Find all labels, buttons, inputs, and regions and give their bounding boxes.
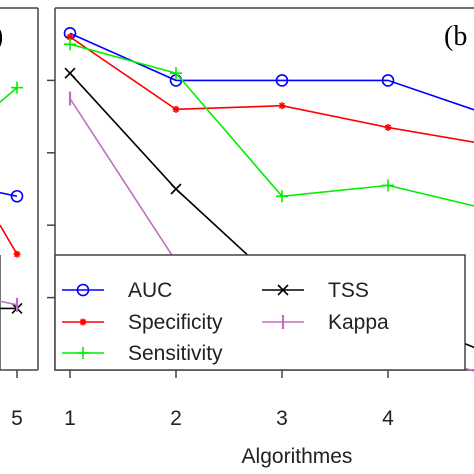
- legend-items: AUC TSS Specificity Kappa Sensitivity: [62, 279, 389, 365]
- panel-a-tag: ): [0, 21, 3, 52]
- panel-b: (b AUC TSS Specificity Kappa Sensitivity 1 2 3…: [47, 7, 474, 468]
- panel-b-tag: (b: [444, 21, 467, 52]
- panel-a-series: [0, 81, 24, 315]
- x-axis-label: Algorithmes: [242, 445, 353, 468]
- panel-a-point-auc: [10, 189, 24, 203]
- legend-item-tss: TSS: [262, 279, 369, 302]
- point-tss-1: [64, 67, 76, 79]
- legend-item-specificity: Specificity: [62, 311, 223, 334]
- point-sensitivity-1: [64, 38, 76, 51]
- point-auc-4: [381, 74, 395, 87]
- point-specificity-4: [384, 123, 392, 131]
- panel-b-y-ticks: [47, 79, 55, 299]
- point-specificity-2: [172, 105, 180, 113]
- point-specificity-1: [66, 33, 74, 41]
- x-tick-label-2: 2: [170, 407, 182, 430]
- legend-label-auc: AUC: [128, 279, 172, 302]
- point-tss-2: [170, 183, 182, 195]
- panel-a-point-specificity: [13, 250, 21, 258]
- panel-a-x-ticks: 5: [11, 370, 23, 430]
- point-sensitivity-3: [276, 190, 288, 203]
- panel-a-x-tick-label-5: 5: [11, 407, 23, 430]
- point-sensitivity-4: [382, 179, 394, 192]
- legend-label-sensitivity: Sensitivity: [128, 342, 223, 365]
- panel-a-series-line-kappa: [0, 300, 18, 306]
- point-sensitivity-2: [170, 67, 182, 80]
- legend: AUC TSS Specificity Kappa Sensitivity: [54, 254, 466, 371]
- panel-a-point-sensitivity: [11, 81, 23, 94]
- series-line-sensitivity: [69, 43, 474, 207]
- legend-item-auc: AUC: [62, 279, 172, 302]
- panel-a-series-line-auc: [0, 191, 18, 198]
- x-tick-label-1: 1: [64, 407, 76, 430]
- legend-box: [54, 254, 466, 371]
- panel-a: ) 5: [0, 7, 39, 430]
- point-specificity-3: [278, 102, 286, 110]
- legend-item-kappa: Kappa: [262, 311, 389, 334]
- legend-item-sensitivity: Sensitivity: [62, 342, 223, 365]
- legend-label-kappa: Kappa: [328, 311, 389, 334]
- panel-a-series-line-specificity: [0, 224, 18, 255]
- legend-marker-auc: [76, 283, 90, 297]
- legend-marker-sensitivity: [77, 347, 89, 359]
- legend-label-tss: TSS: [328, 279, 369, 302]
- legend-marker-tss: [277, 284, 289, 296]
- panel-b-x-ticks: 1 2 3 4: [64, 370, 394, 430]
- point-auc-3: [275, 74, 289, 87]
- x-tick-label-3: 3: [276, 407, 288, 430]
- series-line-auc: [69, 32, 474, 111]
- series-line-specificity: [69, 36, 474, 143]
- legend-marker-specificity: [79, 318, 87, 326]
- panel-a-series-line-sensitivity: [0, 87, 18, 103]
- x-tick-label-4: 4: [382, 407, 394, 430]
- legend-label-specificity: Specificity: [128, 311, 223, 334]
